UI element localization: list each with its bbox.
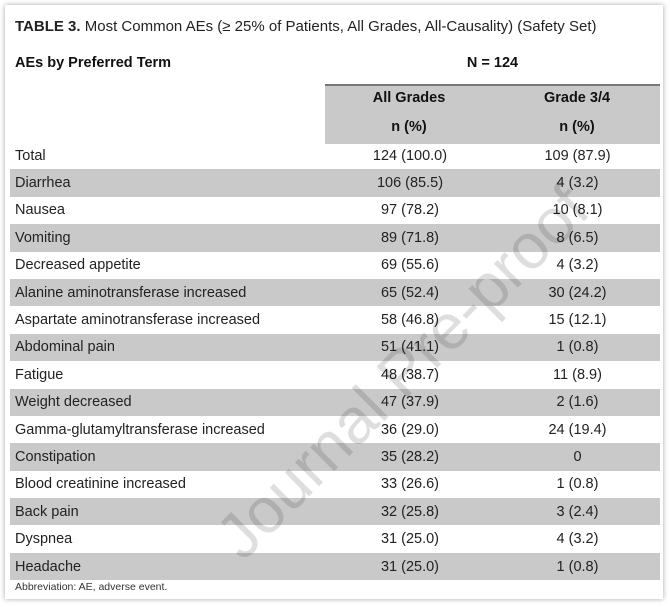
table-row: Vomiting 89 (71.8) 8 (6.5)	[10, 224, 660, 252]
all-grades-cell: 51 (41.1)	[325, 333, 495, 362]
grade34-cell: 1 (0.8)	[495, 333, 660, 362]
grade34-cell: 15 (12.1)	[548, 312, 607, 329]
all-grades-cell: 36 (29.0)	[380, 421, 440, 438]
term-cell: Back pain	[10, 498, 325, 526]
all-grades-cell: 58 (46.8)	[380, 312, 440, 329]
grade34-cell: 4 (3.2)	[556, 257, 599, 274]
table-row: Headache 31 (25.0) 1 (0.8)	[10, 552, 660, 581]
grade34-cell: 3 (2.4)	[495, 498, 660, 526]
all-grades-cell: 48 (38.7)	[380, 366, 440, 383]
grade34-cell: 1 (0.8)	[495, 552, 660, 581]
all-grades-cell: 32 (25.8)	[325, 498, 495, 526]
term-cell: Nausea	[15, 202, 65, 219]
table-row: Constipation 35 (28.2) 0	[10, 443, 660, 471]
n-header: N = 124	[466, 55, 519, 71]
grade34-cell: 2 (1.6)	[495, 388, 660, 416]
table-row: Back pain 32 (25.8) 3 (2.4)	[10, 498, 660, 526]
table-row: Nausea 97 (78.2) 10 (8.1)	[10, 197, 660, 224]
grade34-cell: 24 (19.4)	[548, 421, 607, 438]
all-grades-unit: n (%)	[391, 119, 427, 135]
grade34-header: Grade 3/4	[543, 90, 611, 106]
all-grades-cell: 31 (25.0)	[380, 531, 440, 548]
table-row: Abdominal pain 51 (41.1) 1 (0.8)	[10, 333, 660, 362]
term-cell: Total	[15, 147, 46, 164]
all-grades-cell: 35 (28.2)	[325, 443, 495, 471]
grade34-cell: 0	[495, 443, 660, 471]
table-title: TABLE 3. Most Common AEs (≥ 25% of Patie…	[15, 18, 597, 35]
term-cell: Dyspnea	[15, 531, 73, 548]
grade34-unit: n (%)	[559, 119, 595, 135]
table-row: Total 124 (100.0) 109 (87.9)	[10, 142, 660, 169]
all-grades-cell: 97 (78.2)	[380, 202, 440, 219]
table-row: Aspartate aminotransferase increased 58 (…	[10, 306, 660, 333]
all-grades-cell: 65 (52.4)	[325, 278, 495, 307]
table-row: Diarrhea 106 (85.5) 4 (3.2)	[10, 169, 660, 197]
grade34-cell: 30 (24.2)	[495, 278, 660, 307]
all-grades-cell: 33 (26.6)	[380, 476, 440, 493]
term-cell: Gamma-glutamyltransferase increased	[15, 421, 265, 438]
grade34-cell: 109 (87.9)	[544, 147, 611, 164]
term-cell: Constipation	[10, 443, 325, 471]
all-grades-cell: 47 (37.9)	[325, 388, 495, 416]
table-row: Weight decreased 47 (37.9) 2 (1.6)	[10, 388, 660, 416]
term-cell: Alanine aminotransferase increased	[10, 278, 325, 307]
all-grades-cell: 124 (100.0)	[372, 147, 448, 164]
all-grades-cell: 89 (71.8)	[325, 224, 495, 252]
term-cell: Fatigue	[15, 366, 64, 383]
ae-table: Total 124 (100.0) 109 (87.9) Diarrhea 106 (8…	[10, 142, 660, 581]
column-header: All Grades Grade 3/4 n (%) n (%)	[325, 84, 660, 144]
table-row: Blood creatinine increased 33 (26.6) 1 (0.…	[10, 471, 660, 498]
table-row: Alanine aminotransferase increased 65 (52…	[10, 278, 660, 307]
term-cell: Vomiting	[10, 224, 325, 252]
table-row: Dyspnea 31 (25.0) 4 (3.2)	[10, 525, 660, 552]
grade34-cell: 8 (6.5)	[495, 224, 660, 252]
footnote: Abbreviation: AE, adverse event.	[15, 581, 168, 593]
table-card: TABLE 3. Most Common AEs (≥ 25% of Patie…	[5, 5, 663, 599]
term-cell: Blood creatinine increased	[15, 476, 186, 493]
grade34-cell: 11 (8.9)	[553, 366, 602, 383]
term-cell: Diarrhea	[10, 169, 325, 197]
table-row: Fatigue 48 (38.7) 11 (8.9)	[10, 361, 660, 388]
grade34-cell: 10 (8.1)	[552, 202, 603, 219]
term-cell: Weight decreased	[10, 388, 325, 416]
all-grades-cell: 69 (55.6)	[380, 257, 440, 274]
grade34-cell: 4 (3.2)	[556, 531, 599, 548]
all-grades-header: All Grades	[372, 90, 446, 106]
grade34-cell: 1 (0.8)	[556, 476, 599, 493]
table-row: Decreased appetite 69 (55.6) 4 (3.2)	[10, 252, 660, 279]
table-row: Gamma-glutamyltransferase increased 36 (2…	[10, 416, 660, 443]
term-cell: Decreased appetite	[15, 257, 141, 274]
term-header: AEs by Preferred Term	[15, 55, 172, 71]
grade34-cell: 4 (3.2)	[495, 169, 660, 197]
all-grades-cell: 106 (85.5)	[325, 169, 495, 197]
all-grades-cell: 31 (25.0)	[325, 552, 495, 581]
term-cell: Headache	[10, 552, 325, 581]
term-cell: Abdominal pain	[10, 333, 325, 362]
term-cell: Aspartate aminotransferase increased	[15, 312, 261, 329]
